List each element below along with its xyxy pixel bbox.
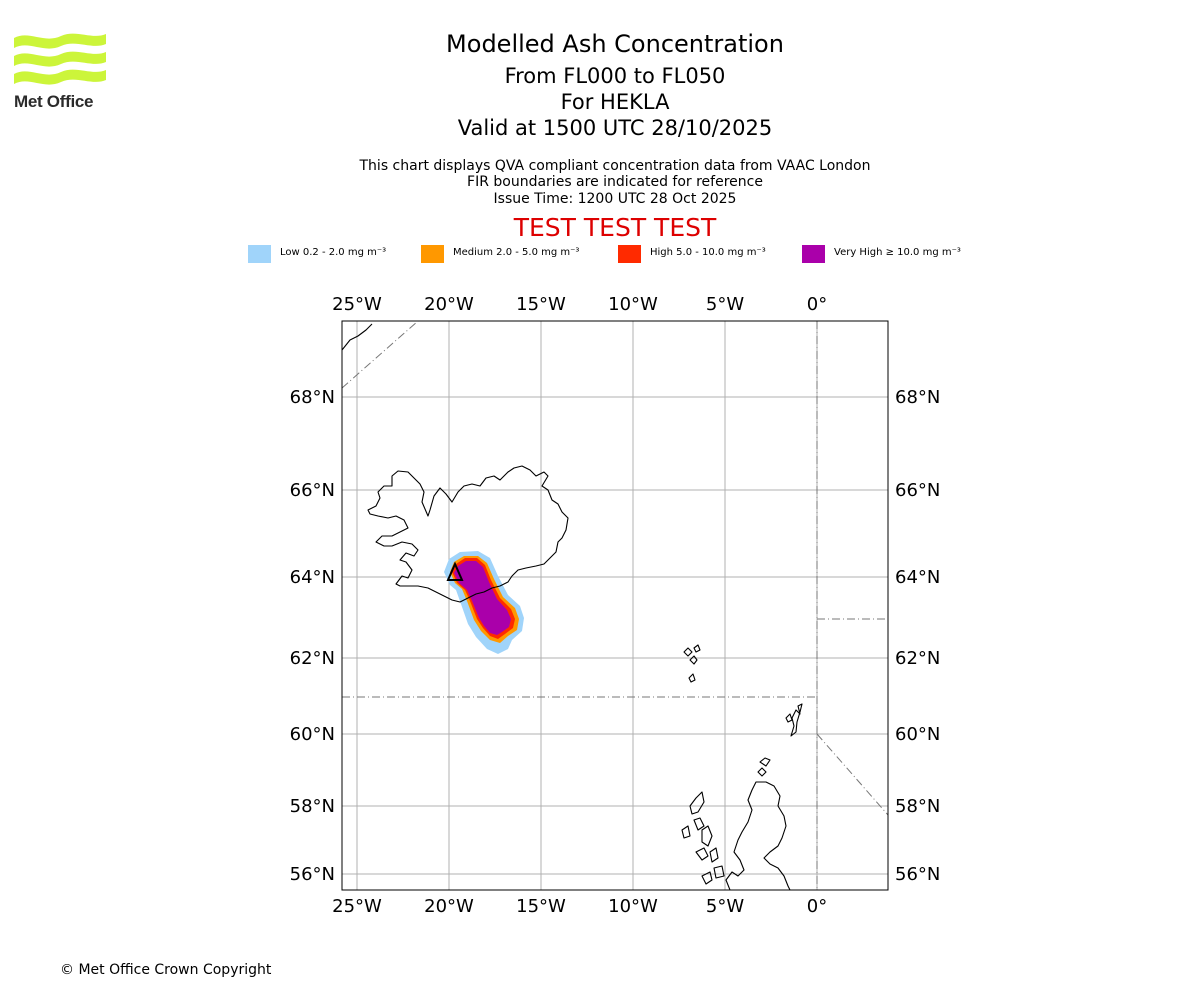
- map-frame: [341, 320, 889, 891]
- lon-label-top: 15°W: [516, 294, 566, 315]
- lat-label-left: 56°N: [290, 864, 335, 885]
- top-lon-labels: 25°W 20°W 15°W 10°W 5°W 0°: [332, 294, 827, 315]
- lon-label-top: 0°: [807, 294, 827, 315]
- logo-text: Met Office: [14, 92, 94, 111]
- bottom-lon-labels: 25°W 20°W 15°W 10°W 5°W 0°: [332, 896, 827, 917]
- lon-label-top: 5°W: [706, 294, 744, 315]
- ash-cloud: [444, 551, 524, 654]
- coastlines: [342, 323, 803, 890]
- scotland-coast: [725, 781, 791, 890]
- lon-label-bottom: 20°W: [424, 896, 474, 917]
- legend-swatch-low: [248, 245, 271, 263]
- met-office-logo: [14, 33, 106, 85]
- lon-label-bottom: 5°W: [706, 896, 744, 917]
- faroe-islands: [683, 644, 701, 683]
- compliance-note: This chart displays QVA compliant concen…: [359, 158, 871, 174]
- lat-label-right: 68°N: [895, 387, 940, 408]
- lat-label-right: 66°N: [895, 480, 940, 501]
- lon-label-top: 25°W: [332, 294, 382, 315]
- legend-swatch-very-high: [802, 245, 825, 263]
- lat-label-left: 68°N: [290, 387, 335, 408]
- greenland-coast: [342, 323, 373, 351]
- iceland-coast: [367, 465, 569, 603]
- fir-boundary-nw: [342, 321, 419, 389]
- lon-label-bottom: 0°: [807, 896, 827, 917]
- lat-label-left: 58°N: [290, 796, 335, 817]
- legend-swatch-high: [618, 245, 641, 263]
- lat-label-right: 56°N: [895, 864, 940, 885]
- lat-label-right: 60°N: [895, 724, 940, 745]
- orkney-islands: [757, 757, 771, 777]
- legend-label-low: Low 0.2 - 2.0 mg m⁻³: [280, 247, 387, 258]
- lon-label-top: 20°W: [424, 294, 474, 315]
- flight-levels: From FL000 to FL050: [504, 64, 726, 88]
- ash-very-high-area: [454, 561, 511, 635]
- right-lat-labels: 68°N 66°N 64°N 62°N 60°N 58°N 56°N: [895, 387, 940, 885]
- legend-label-very-high: Very High ≥ 10.0 mg m⁻³: [834, 247, 961, 258]
- copyright-notice: © Met Office Crown Copyright: [60, 962, 272, 978]
- triangle-icon: [446, 561, 464, 581]
- lat-label-left: 60°N: [290, 724, 335, 745]
- lat-label-left: 66°N: [290, 480, 335, 501]
- fir-note: FIR boundaries are indicated for referen…: [467, 174, 763, 190]
- fir-boundaries: [342, 321, 888, 890]
- shetland-islands: [785, 703, 803, 737]
- lon-label-bottom: 10°W: [608, 896, 658, 917]
- legend-label-medium: Medium 2.0 - 5.0 mg m⁻³: [453, 247, 580, 258]
- lat-label-right: 64°N: [895, 567, 940, 588]
- lat-label-left: 62°N: [290, 648, 335, 669]
- left-lat-labels: 68°N 66°N 64°N 62°N 60°N 58°N 56°N: [290, 387, 335, 885]
- lon-label-top: 10°W: [608, 294, 658, 315]
- issue-time: Issue Time: 1200 UTC 28 Oct 2025: [493, 191, 737, 207]
- legend-swatch-medium: [421, 245, 444, 263]
- lat-label-right: 58°N: [895, 796, 940, 817]
- lon-label-bottom: 25°W: [332, 896, 382, 917]
- volcano-name: For HEKLA: [560, 90, 670, 114]
- lat-label-right: 62°N: [895, 648, 940, 669]
- map-background: [342, 321, 888, 890]
- valid-time: Valid at 1500 UTC 28/10/2025: [457, 116, 773, 140]
- legend-label-high: High 5.0 - 10.0 mg m⁻³: [650, 247, 766, 258]
- lat-label-left: 64°N: [290, 567, 335, 588]
- test-banner: TEST TEST TEST: [513, 213, 717, 242]
- hebrides-islands: [681, 791, 725, 885]
- fir-boundary-se: [816, 733, 888, 816]
- lon-label-bottom: 15°W: [516, 896, 566, 917]
- chart-title: Modelled Ash Concentration: [446, 30, 784, 58]
